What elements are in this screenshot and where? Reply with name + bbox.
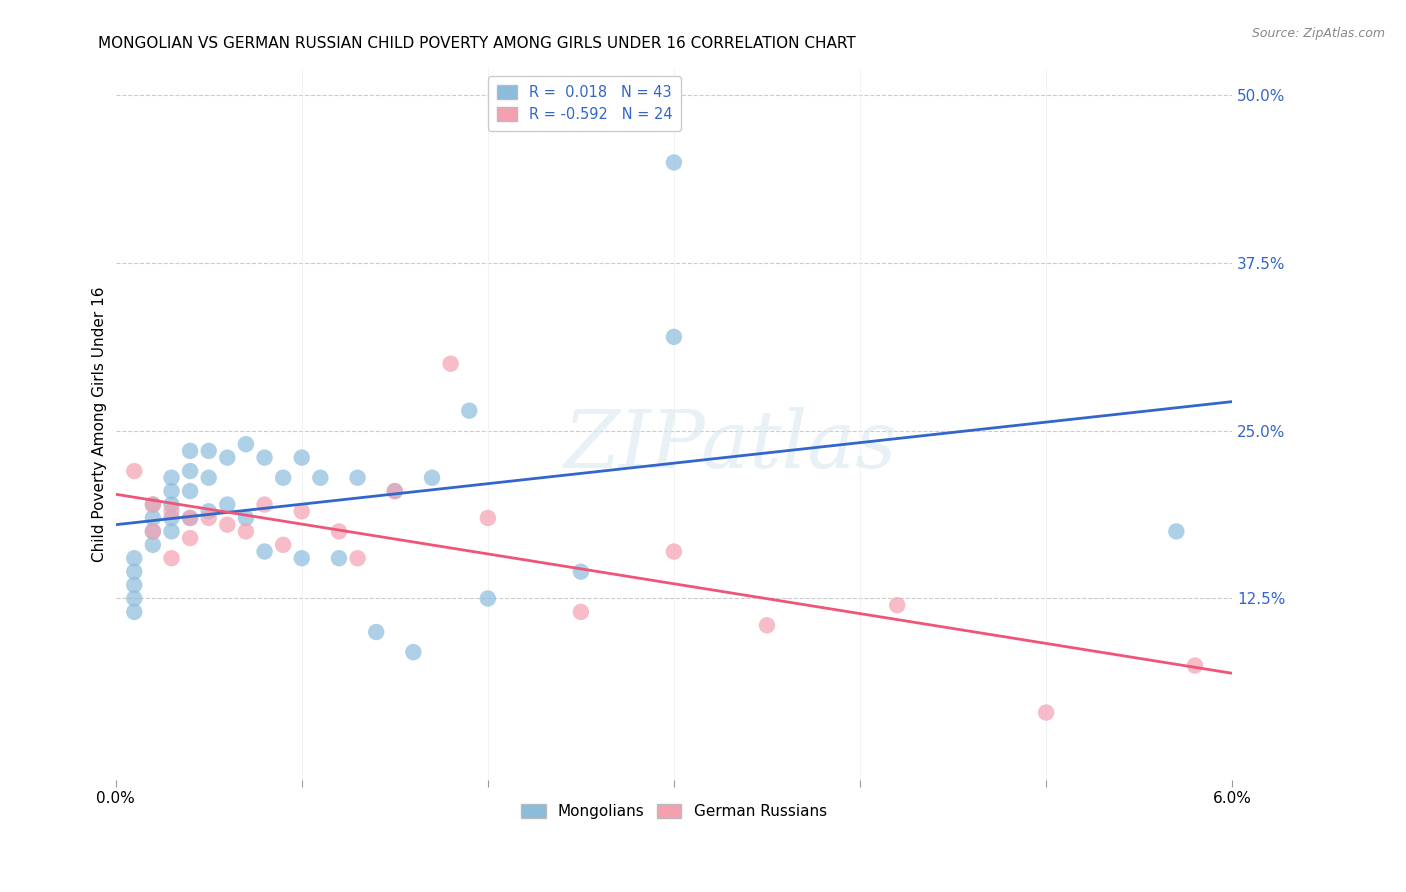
Point <box>346 551 368 566</box>
Point <box>384 484 406 499</box>
Point <box>235 437 257 451</box>
Point <box>384 484 406 499</box>
Point <box>122 464 145 478</box>
Y-axis label: Child Poverty Among Girls Under 16: Child Poverty Among Girls Under 16 <box>93 286 107 562</box>
Point <box>142 524 165 539</box>
Point <box>197 443 219 458</box>
Point <box>235 524 257 539</box>
Point <box>569 605 592 619</box>
Point <box>179 464 201 478</box>
Point <box>755 618 778 632</box>
Point <box>160 471 183 485</box>
Point <box>122 565 145 579</box>
Point <box>662 330 685 344</box>
Point <box>217 498 239 512</box>
Point <box>886 598 908 612</box>
Point <box>235 511 257 525</box>
Point <box>122 591 145 606</box>
Point <box>122 578 145 592</box>
Point <box>328 524 350 539</box>
Point <box>271 471 294 485</box>
Point <box>346 471 368 485</box>
Point <box>142 524 165 539</box>
Point <box>477 511 499 525</box>
Text: ZIPatlas: ZIPatlas <box>562 407 897 484</box>
Point <box>477 591 499 606</box>
Point <box>197 511 219 525</box>
Text: MONGOLIAN VS GERMAN RUSSIAN CHILD POVERTY AMONG GIRLS UNDER 16 CORRELATION CHART: MONGOLIAN VS GERMAN RUSSIAN CHILD POVERT… <box>98 36 856 51</box>
Point <box>402 645 425 659</box>
Point <box>217 450 239 465</box>
Point <box>291 450 314 465</box>
Point <box>328 551 350 566</box>
Point <box>179 511 201 525</box>
Point <box>179 443 201 458</box>
Point <box>142 511 165 525</box>
Point <box>142 538 165 552</box>
Point <box>253 544 276 558</box>
Point <box>1166 524 1188 539</box>
Point <box>420 471 443 485</box>
Point <box>439 357 461 371</box>
Point <box>569 565 592 579</box>
Point <box>197 504 219 518</box>
Point <box>122 605 145 619</box>
Point <box>309 471 332 485</box>
Point <box>253 450 276 465</box>
Point <box>197 471 219 485</box>
Point <box>291 551 314 566</box>
Point <box>458 403 481 417</box>
Point <box>271 538 294 552</box>
Point <box>179 484 201 499</box>
Point <box>160 498 183 512</box>
Point <box>217 517 239 532</box>
Point <box>160 524 183 539</box>
Point <box>142 498 165 512</box>
Point <box>366 625 388 640</box>
Point <box>122 551 145 566</box>
Point <box>253 498 276 512</box>
Point <box>160 511 183 525</box>
Point <box>662 155 685 169</box>
Point <box>179 531 201 545</box>
Point <box>142 498 165 512</box>
Point <box>160 504 183 518</box>
Point <box>160 551 183 566</box>
Legend: Mongolians, German Russians: Mongolians, German Russians <box>515 797 832 825</box>
Point <box>1184 658 1206 673</box>
Point <box>662 544 685 558</box>
Point <box>179 511 201 525</box>
Point <box>160 484 183 499</box>
Point <box>291 504 314 518</box>
Point <box>1035 706 1057 720</box>
Text: Source: ZipAtlas.com: Source: ZipAtlas.com <box>1251 27 1385 40</box>
